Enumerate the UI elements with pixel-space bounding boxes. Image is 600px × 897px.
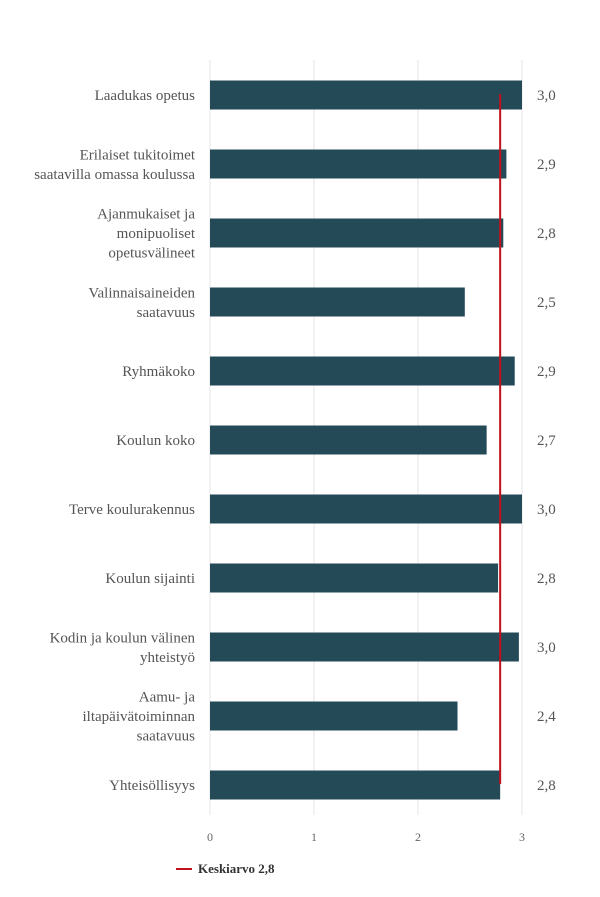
legend: Keskiarvo 2,8 [176,861,275,877]
bar [210,149,507,179]
bar [210,563,499,593]
category-label: Valinnaisaineiden saatavuus [88,285,195,321]
value-label: 2,8 [537,778,556,794]
value-label: 3,0 [537,640,556,656]
legend-average-label: Keskiarvo 2,8 [198,861,275,876]
bar [210,356,515,386]
value-label: 3,0 [537,502,556,518]
x-tick-label: 3 [519,830,525,844]
category-label: Laadukas opetus [95,88,196,104]
value-label: 2,4 [537,709,556,725]
category-label: Yhteisöllisyys [109,778,195,794]
value-label: 2,5 [537,295,556,311]
bar [210,494,522,524]
value-label: 2,7 [537,433,556,449]
category-label: Kodin ja koulun välinen yhteistyö [50,630,196,666]
bar [210,770,501,800]
category-label: Erilaiset tukitoimet saatavilla omassa ko… [34,147,196,183]
bar [210,218,504,248]
bar [210,287,465,317]
bar [210,80,522,110]
value-label: 2,9 [537,364,556,380]
category-label: Ajanmukaiset ja monipuoliset opetusvälinee… [97,207,196,262]
category-label: Aamu- ja iltapäivätoiminnan saatavuus [83,690,196,745]
bar [210,701,458,731]
x-tick-label: 0 [207,830,213,844]
bar [210,632,519,662]
value-label: 3,0 [537,88,556,104]
x-tick-label: 1 [311,830,317,844]
legend-average-swatch [176,868,192,870]
value-label: 2,8 [537,571,556,587]
x-tick-label: 2 [415,830,421,844]
value-label: 2,8 [537,226,556,242]
bar [210,425,487,455]
category-label: Ryhmäkoko [122,364,195,380]
category-label: Koulun koko [116,433,195,449]
value-label: 2,9 [537,157,556,173]
category-label: Terve koulurakennus [69,502,195,518]
category-label: Koulun sijainti [105,571,195,587]
